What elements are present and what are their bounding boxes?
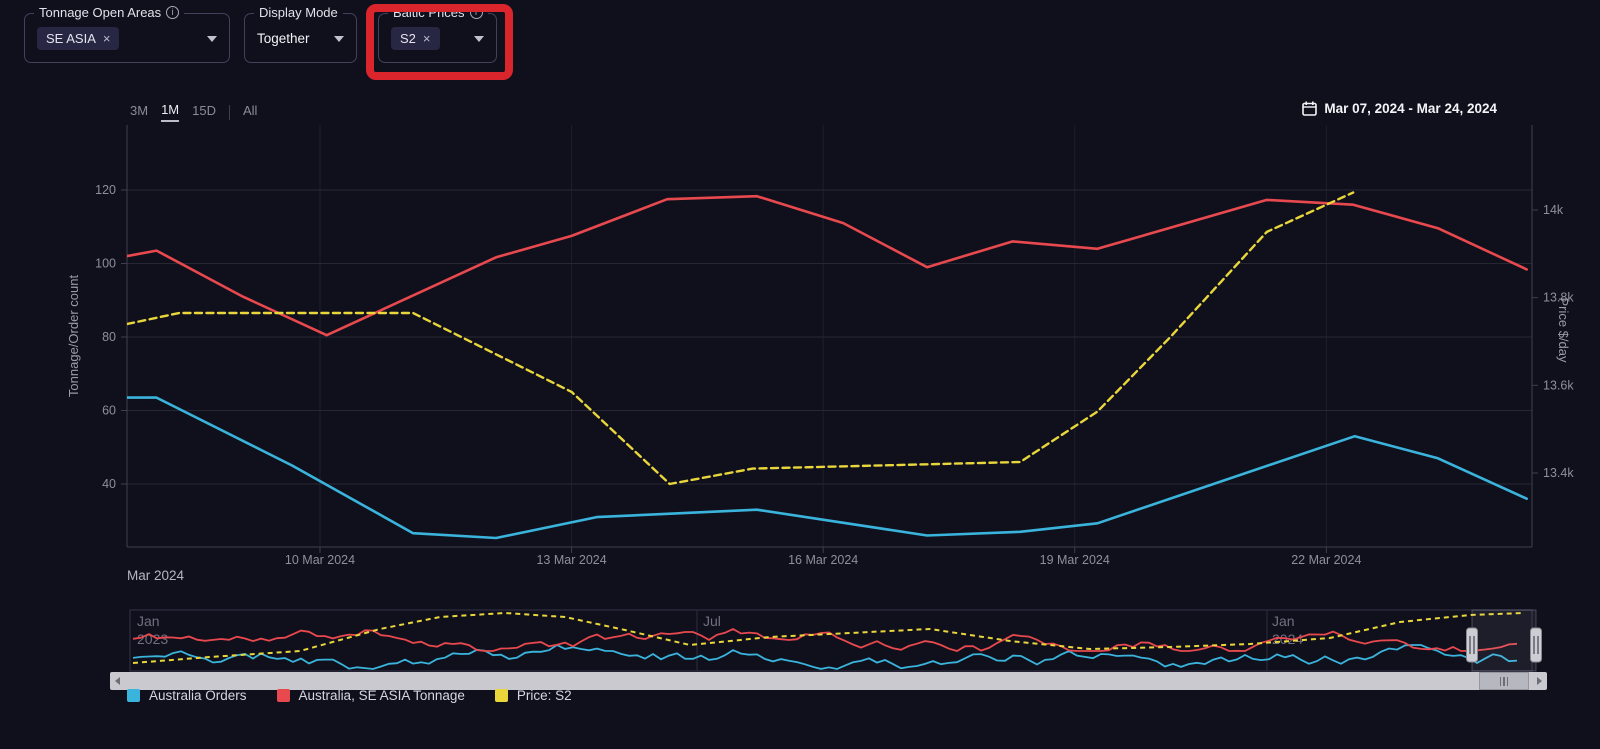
x-tick-label: 19 Mar 2024 [1040,553,1110,567]
dropdown-baltic-prices[interactable]: Baltic Prices i S2 × [378,5,497,63]
x-axis-context-label: Mar 2024 [127,568,185,583]
navigator-series-tonnage [132,627,1518,652]
scrollbar-right-arrow[interactable] [1532,672,1547,690]
chevron-down-icon[interactable] [334,36,344,42]
navigator-series-orders [132,643,1518,670]
scrollbar-track[interactable] [125,672,1532,690]
y-right-axis-title: Price $/day [1556,297,1571,363]
info-icon[interactable]: i [166,6,180,19]
x-tick-label: 10 Mar 2024 [285,553,355,567]
navigator-range-label: Jul [703,613,721,629]
range-option-15d[interactable]: 15D [192,103,216,118]
x-tick-label: 16 Mar 2024 [788,553,858,567]
chip-text: SE ASIA [46,30,96,46]
chip-close-icon[interactable]: × [422,30,431,46]
navigator-scrollbar[interactable] [110,672,1547,690]
legend-item-australia-se-asia-tonnage[interactable]: Australia, SE ASIA Tonnage [276,688,465,703]
legend-swatch [494,689,508,702]
navigator-range-label: 2023 [137,631,168,647]
navigator-selection-window[interactable] [1471,609,1537,672]
dropdown-label-text: Display Mode [259,5,338,20]
dropdown-label: Tonnage Open Areas i [34,5,185,20]
x-tick-label: 22 Mar 2024 [1291,553,1361,567]
dropdown-tonnage-open-areas[interactable]: Tonnage Open Areas i SE ASIA × [24,5,230,63]
dropdown-display-mode[interactable]: Display Mode Together [244,5,357,63]
legend-item-australia-orders[interactable]: Australia Orders [127,688,247,703]
navigator-range-label: Jan [1272,613,1295,629]
scrollbar-left-arrow[interactable] [110,672,125,690]
date-range-text: Mar 07, 2024 - Mar 24, 2024 [1324,101,1497,116]
navigator-handle-right[interactable] [1530,627,1542,663]
chip-se-asia: SE ASIA × [37,26,120,50]
dropdown-label-text: Tonnage Open Areas [39,5,162,20]
navigator-handle-left[interactable] [1466,627,1478,663]
legend-label: Australia Orders [149,688,247,703]
chip-s2: S2 × [391,26,440,50]
legend-item-price-s2[interactable]: Price: S2 [494,688,572,703]
calendar-icon [1302,101,1318,116]
y-right-tick-label: 14k [1543,203,1564,217]
y-left-tick-label: 80 [102,330,116,344]
y-right-tick-label: 13.8k [1543,291,1574,305]
y-left-tick-label: 120 [95,183,116,197]
chevron-down-icon[interactable] [207,36,217,42]
legend-label: Price: S2 [516,688,572,703]
scrollbar-thumb[interactable] [1479,672,1529,690]
range-option-3m[interactable]: 3M [130,103,149,118]
series-australia-orders [127,396,1528,540]
y-left-tick-label: 40 [102,477,116,491]
dropdown-label: Display Mode [254,5,343,20]
range-selector: 3M 1M 15D All [130,102,257,122]
y-left-axis-title: Tonnage/Order count [66,275,81,398]
y-right-tick-label: 13.6k [1543,378,1574,392]
range-selector-divider [228,104,230,120]
series-australia-se-asia-tonnage [127,194,1528,337]
chip-close-icon[interactable]: × [102,30,111,46]
chart-legend: Australia Orders Australia, SE ASIA Tonn… [127,688,572,703]
series-price-s2 [127,191,1355,486]
y-left-tick-label: 100 [95,257,116,271]
navigator-range-label: Jan [137,613,160,629]
y-left-tick-label: 60 [102,404,116,418]
date-range-picker[interactable]: Mar 07, 2024 - Mar 24, 2024 [1302,101,1497,116]
chevron-down-icon[interactable] [474,36,484,42]
legend-label: Australia, SE ASIA Tonnage [298,688,465,703]
chip-text: S2 [400,30,416,46]
y-right-tick-label: 13.4k [1543,466,1574,480]
range-option-1m[interactable]: 1M [161,102,180,122]
legend-swatch [276,689,290,702]
x-tick-label: 13 Mar 2024 [536,553,606,567]
range-option-all[interactable]: All [242,103,258,118]
arrow-left-icon [115,677,120,685]
grip-icon [1499,676,1509,686]
display-mode-value: Together [257,30,310,46]
navigator-series-price [132,611,1525,664]
arrow-right-icon [1537,677,1542,685]
legend-swatch [127,689,140,702]
